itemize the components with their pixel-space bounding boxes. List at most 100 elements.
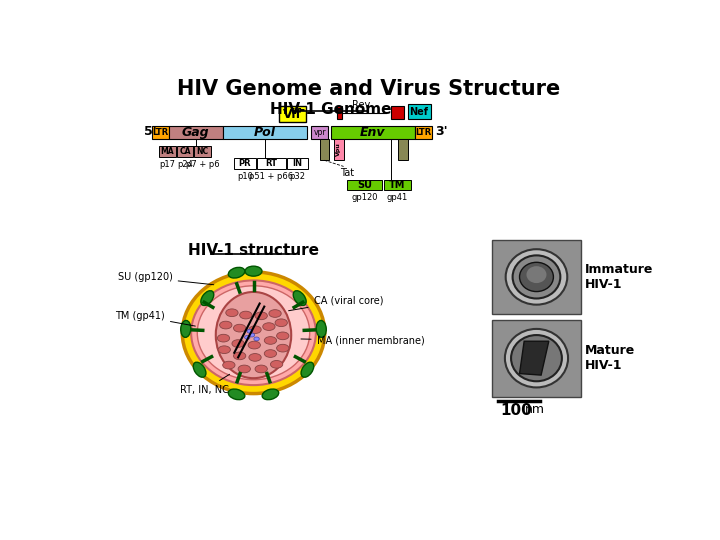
Text: Gag: Gag bbox=[182, 126, 210, 139]
Ellipse shape bbox=[293, 291, 306, 306]
Text: LTR: LTR bbox=[152, 128, 168, 137]
FancyBboxPatch shape bbox=[333, 139, 343, 160]
FancyBboxPatch shape bbox=[152, 126, 168, 139]
FancyBboxPatch shape bbox=[492, 320, 581, 397]
Ellipse shape bbox=[232, 340, 244, 347]
Ellipse shape bbox=[228, 389, 245, 400]
FancyBboxPatch shape bbox=[234, 158, 256, 168]
Ellipse shape bbox=[249, 354, 261, 361]
Text: LTR: LTR bbox=[415, 128, 432, 137]
FancyBboxPatch shape bbox=[176, 146, 194, 157]
Text: p51 + p66: p51 + p66 bbox=[249, 172, 293, 181]
Text: p10: p10 bbox=[237, 172, 253, 181]
Ellipse shape bbox=[216, 292, 291, 378]
FancyBboxPatch shape bbox=[311, 126, 328, 139]
Ellipse shape bbox=[262, 389, 279, 400]
Ellipse shape bbox=[275, 319, 287, 327]
Ellipse shape bbox=[245, 335, 250, 339]
Text: Env: Env bbox=[360, 126, 386, 139]
Ellipse shape bbox=[249, 326, 261, 334]
Text: TM (gp41): TM (gp41) bbox=[115, 311, 195, 326]
Text: MA (inner membrane): MA (inner membrane) bbox=[301, 335, 424, 346]
Text: p24: p24 bbox=[177, 160, 193, 169]
Ellipse shape bbox=[245, 266, 262, 276]
Text: RT: RT bbox=[265, 159, 277, 168]
Ellipse shape bbox=[181, 320, 191, 338]
Ellipse shape bbox=[249, 333, 255, 337]
FancyBboxPatch shape bbox=[320, 139, 329, 160]
FancyBboxPatch shape bbox=[222, 126, 307, 139]
Ellipse shape bbox=[218, 346, 230, 354]
Text: Mature
HIV-1: Mature HIV-1 bbox=[585, 344, 636, 372]
Ellipse shape bbox=[240, 311, 252, 319]
Ellipse shape bbox=[526, 266, 546, 283]
Text: IN: IN bbox=[292, 159, 302, 168]
Polygon shape bbox=[520, 341, 549, 375]
Text: HIV-1 structure: HIV-1 structure bbox=[188, 244, 319, 259]
Text: vpr: vpr bbox=[313, 128, 326, 137]
Ellipse shape bbox=[276, 345, 289, 352]
Ellipse shape bbox=[254, 337, 259, 341]
Text: SU (gp120): SU (gp120) bbox=[118, 272, 214, 285]
Ellipse shape bbox=[271, 361, 283, 368]
Text: gp41: gp41 bbox=[387, 193, 408, 202]
Ellipse shape bbox=[220, 321, 232, 329]
Ellipse shape bbox=[217, 334, 230, 342]
Text: Vif: Vif bbox=[283, 107, 302, 120]
FancyBboxPatch shape bbox=[279, 106, 306, 122]
FancyBboxPatch shape bbox=[492, 240, 581, 314]
Ellipse shape bbox=[182, 272, 325, 394]
FancyBboxPatch shape bbox=[194, 146, 211, 157]
Text: HIV-1 Genome: HIV-1 Genome bbox=[270, 102, 391, 117]
FancyBboxPatch shape bbox=[330, 126, 415, 139]
Ellipse shape bbox=[276, 332, 289, 340]
Ellipse shape bbox=[233, 352, 246, 360]
Ellipse shape bbox=[269, 309, 282, 318]
Ellipse shape bbox=[255, 312, 267, 320]
Text: 100: 100 bbox=[500, 403, 531, 418]
Ellipse shape bbox=[248, 341, 261, 349]
Text: gp120: gp120 bbox=[351, 193, 378, 202]
Ellipse shape bbox=[233, 325, 246, 332]
Text: Rev: Rev bbox=[352, 100, 370, 110]
Ellipse shape bbox=[511, 335, 562, 381]
Ellipse shape bbox=[197, 286, 310, 380]
Text: Tat: Tat bbox=[341, 168, 354, 178]
FancyBboxPatch shape bbox=[256, 158, 286, 168]
Text: 5': 5' bbox=[144, 125, 157, 138]
Text: PR: PR bbox=[239, 159, 251, 168]
Text: NC: NC bbox=[197, 147, 209, 156]
Ellipse shape bbox=[222, 361, 235, 369]
Ellipse shape bbox=[513, 255, 560, 299]
Ellipse shape bbox=[255, 365, 267, 373]
Text: MA: MA bbox=[161, 147, 174, 156]
Ellipse shape bbox=[301, 362, 314, 377]
Ellipse shape bbox=[505, 329, 568, 387]
Text: CA (viral core): CA (viral core) bbox=[289, 295, 383, 310]
FancyBboxPatch shape bbox=[348, 179, 382, 190]
Text: Vpu: Vpu bbox=[336, 143, 341, 157]
FancyBboxPatch shape bbox=[384, 179, 410, 190]
FancyBboxPatch shape bbox=[168, 126, 222, 139]
Ellipse shape bbox=[191, 280, 316, 385]
Text: 3': 3' bbox=[435, 125, 448, 138]
FancyBboxPatch shape bbox=[337, 106, 342, 119]
Text: Nef: Nef bbox=[410, 107, 428, 117]
Text: nm: nm bbox=[525, 403, 544, 416]
Text: CA: CA bbox=[179, 147, 191, 156]
FancyBboxPatch shape bbox=[390, 106, 405, 119]
Text: SU: SU bbox=[357, 180, 372, 190]
Ellipse shape bbox=[505, 249, 567, 305]
FancyBboxPatch shape bbox=[398, 139, 408, 160]
Ellipse shape bbox=[228, 267, 245, 278]
Ellipse shape bbox=[193, 362, 206, 377]
Text: HIV Genome and Virus Structure: HIV Genome and Virus Structure bbox=[177, 79, 561, 99]
Ellipse shape bbox=[520, 262, 554, 292]
Text: p32: p32 bbox=[289, 172, 305, 181]
Ellipse shape bbox=[264, 350, 276, 357]
Ellipse shape bbox=[263, 323, 275, 330]
FancyBboxPatch shape bbox=[415, 126, 432, 139]
Text: RT, IN, NC: RT, IN, NC bbox=[180, 374, 230, 395]
Ellipse shape bbox=[226, 309, 238, 316]
Text: Pol: Pol bbox=[254, 126, 276, 139]
